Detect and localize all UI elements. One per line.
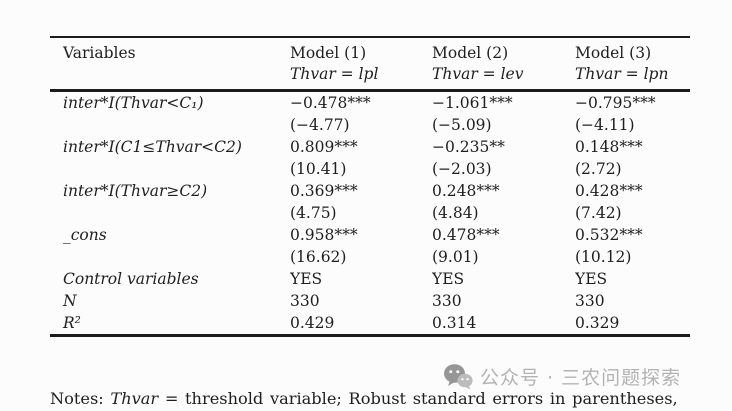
cell-value: (10.12) bbox=[575, 248, 632, 266]
cell-value: (4.84) bbox=[432, 204, 479, 222]
cell-value: (−5.09) bbox=[432, 116, 492, 134]
cell-value: 330 bbox=[290, 292, 320, 310]
table-row-tstat-1: (−4.77) (−5.09) (−4.11) bbox=[50, 114, 690, 136]
model-3-name: Model (3) bbox=[575, 44, 652, 62]
table-row-tstat-3: (4.75) (4.84) (7.42) bbox=[50, 202, 690, 224]
header-model-3: Model (3) Thvar = lpn bbox=[575, 43, 690, 89]
cell-value: YES bbox=[575, 270, 608, 288]
cell-value: (−2.03) bbox=[432, 160, 492, 178]
row-label bbox=[50, 158, 290, 180]
header-variables: Variables bbox=[50, 43, 290, 89]
cell-value: −1.061*** bbox=[432, 94, 513, 112]
cell-value: (2.72) bbox=[575, 160, 622, 178]
row-label: R² bbox=[63, 314, 81, 332]
table-top-rule bbox=[50, 36, 690, 38]
row-label: inter*I(Thvar<C₁) bbox=[63, 94, 204, 112]
header-variables-label: Variables bbox=[63, 44, 136, 62]
table-row-coef-1: inter*I(Thvar<C₁) −0.478*** −1.061*** −0… bbox=[50, 92, 690, 114]
cell-value: YES bbox=[290, 270, 323, 288]
table-row-n: N 330 330 330 bbox=[50, 290, 690, 312]
cell-value: (−4.11) bbox=[575, 116, 635, 134]
table-row-coef-2: inter*I(C1≤Thvar<C2) 0.809*** −0.235** 0… bbox=[50, 136, 690, 158]
notes-thvar: Thvar bbox=[110, 389, 159, 408]
cell-value: YES bbox=[432, 270, 465, 288]
table-row-rsquared: R² 0.429 0.314 0.329 bbox=[50, 312, 690, 334]
cell-value: (7.42) bbox=[575, 204, 622, 222]
cell-value: 0.329 bbox=[575, 314, 620, 332]
table-header-row: Variables Model (1) Thvar = lpl Model (2… bbox=[50, 38, 690, 89]
row-label: inter*I(C1≤Thvar<C2) bbox=[63, 138, 242, 156]
row-label: Control variables bbox=[63, 270, 199, 288]
model-2-threshold-var: Thvar = lev bbox=[432, 65, 524, 83]
cell-value: (4.75) bbox=[290, 204, 337, 222]
cell-value: 0.248*** bbox=[432, 182, 500, 200]
row-label: inter*I(Thvar≥C2) bbox=[63, 182, 208, 200]
cell-value: 0.809*** bbox=[290, 138, 358, 156]
cell-value: −0.235** bbox=[432, 138, 505, 156]
table-notes: Notes: Thvar = threshold variable; Robus… bbox=[50, 343, 700, 411]
row-label bbox=[50, 114, 290, 136]
table-row-cons-tstat: (16.62) (9.01) (10.12) bbox=[50, 246, 690, 268]
cell-value: (10.41) bbox=[290, 160, 347, 178]
table-row-tstat-2: (10.41) (−2.03) (2.72) bbox=[50, 158, 690, 180]
table-row-coef-3: inter*I(Thvar≥C2) 0.369*** 0.248*** 0.42… bbox=[50, 180, 690, 202]
table-row-controls: Control variables YES YES YES bbox=[50, 268, 690, 290]
row-label: _cons bbox=[63, 226, 107, 244]
table-bottom-rule bbox=[50, 334, 690, 337]
table-body: inter*I(Thvar<C₁) −0.478*** −1.061*** −0… bbox=[50, 92, 690, 334]
cell-value: −0.795*** bbox=[575, 94, 656, 112]
cell-value: 0.429 bbox=[290, 314, 335, 332]
model-3-threshold-var: Thvar = lpn bbox=[575, 65, 669, 83]
cell-value: 330 bbox=[575, 292, 605, 310]
regression-results-table: Variables Model (1) Thvar = lpl Model (2… bbox=[50, 36, 690, 337]
table-header-rule bbox=[50, 89, 690, 92]
cell-value: 0.314 bbox=[432, 314, 477, 332]
cell-value: 0.532*** bbox=[575, 226, 643, 244]
table-row-cons-coef: _cons 0.958*** 0.478*** 0.532*** bbox=[50, 224, 690, 246]
model-2-name: Model (2) bbox=[432, 44, 509, 62]
cell-value: −0.478*** bbox=[290, 94, 371, 112]
row-label bbox=[50, 202, 290, 224]
header-model-2: Model (2) Thvar = lev bbox=[432, 43, 575, 89]
model-1-threshold-var: Thvar = lpl bbox=[290, 65, 379, 83]
model-1-name: Model (1) bbox=[290, 44, 367, 62]
watermark: 公众号 · 三农问题探索 bbox=[443, 363, 681, 390]
cell-value: 0.148*** bbox=[575, 138, 643, 156]
cell-value: (−4.77) bbox=[290, 116, 350, 134]
cell-value: (9.01) bbox=[432, 248, 479, 266]
cell-value: 0.478*** bbox=[432, 226, 500, 244]
header-model-1: Model (1) Thvar = lpl bbox=[290, 43, 432, 89]
notes-prefix: Notes: bbox=[50, 389, 111, 408]
wechat-icon bbox=[443, 363, 473, 390]
watermark-text: 公众号 · 三农问题探索 bbox=[480, 367, 682, 389]
cell-value: 0.428*** bbox=[575, 182, 643, 200]
notes-line1-rest: = threshold variable; Robust standard er… bbox=[164, 389, 678, 408]
cell-value: 0.958*** bbox=[290, 226, 358, 244]
cell-value: 0.369*** bbox=[290, 182, 358, 200]
cell-value: (16.62) bbox=[290, 248, 347, 266]
row-label bbox=[50, 246, 290, 268]
notes-line-1: Notes: Thvar = threshold variable; Robus… bbox=[50, 388, 700, 411]
row-label: N bbox=[63, 292, 77, 310]
cell-value: 330 bbox=[432, 292, 462, 310]
